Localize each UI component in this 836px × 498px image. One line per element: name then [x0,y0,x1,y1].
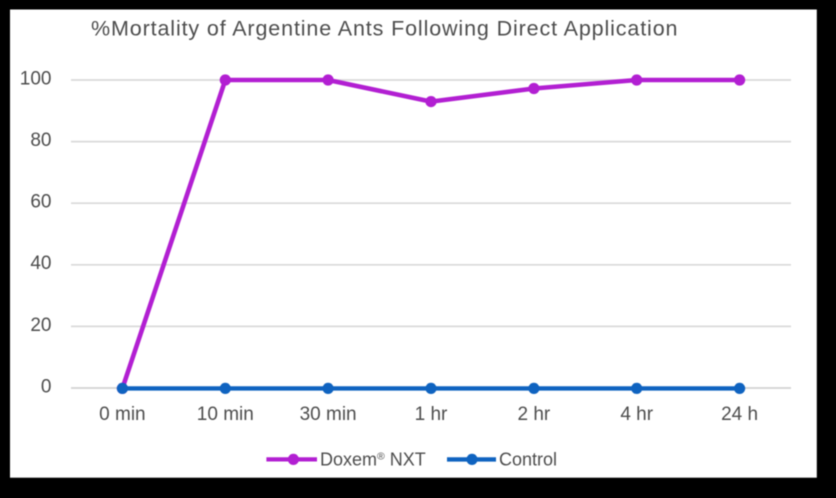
svg-text:%Mortality of Argentine Ants F: %Mortality of Argentine Ants Following D… [91,17,678,41]
svg-text:Doxem® NXT: Doxem® NXT [320,450,426,470]
svg-text:0: 0 [41,376,52,397]
svg-text:24 h: 24 h [721,404,758,425]
svg-text:1 hr: 1 hr [415,404,448,425]
svg-text:80: 80 [30,130,51,151]
svg-text:2 hr: 2 hr [518,404,551,425]
svg-text:20: 20 [30,315,51,336]
svg-text:4 hr: 4 hr [620,404,653,425]
svg-text:Control: Control [499,450,557,470]
svg-text:100: 100 [20,68,52,89]
svg-text:60: 60 [30,192,51,213]
svg-text:10 min: 10 min [197,404,254,425]
svg-text:40: 40 [30,253,51,274]
svg-text:30 min: 30 min [300,404,357,425]
svg-text:0 min: 0 min [99,404,145,425]
